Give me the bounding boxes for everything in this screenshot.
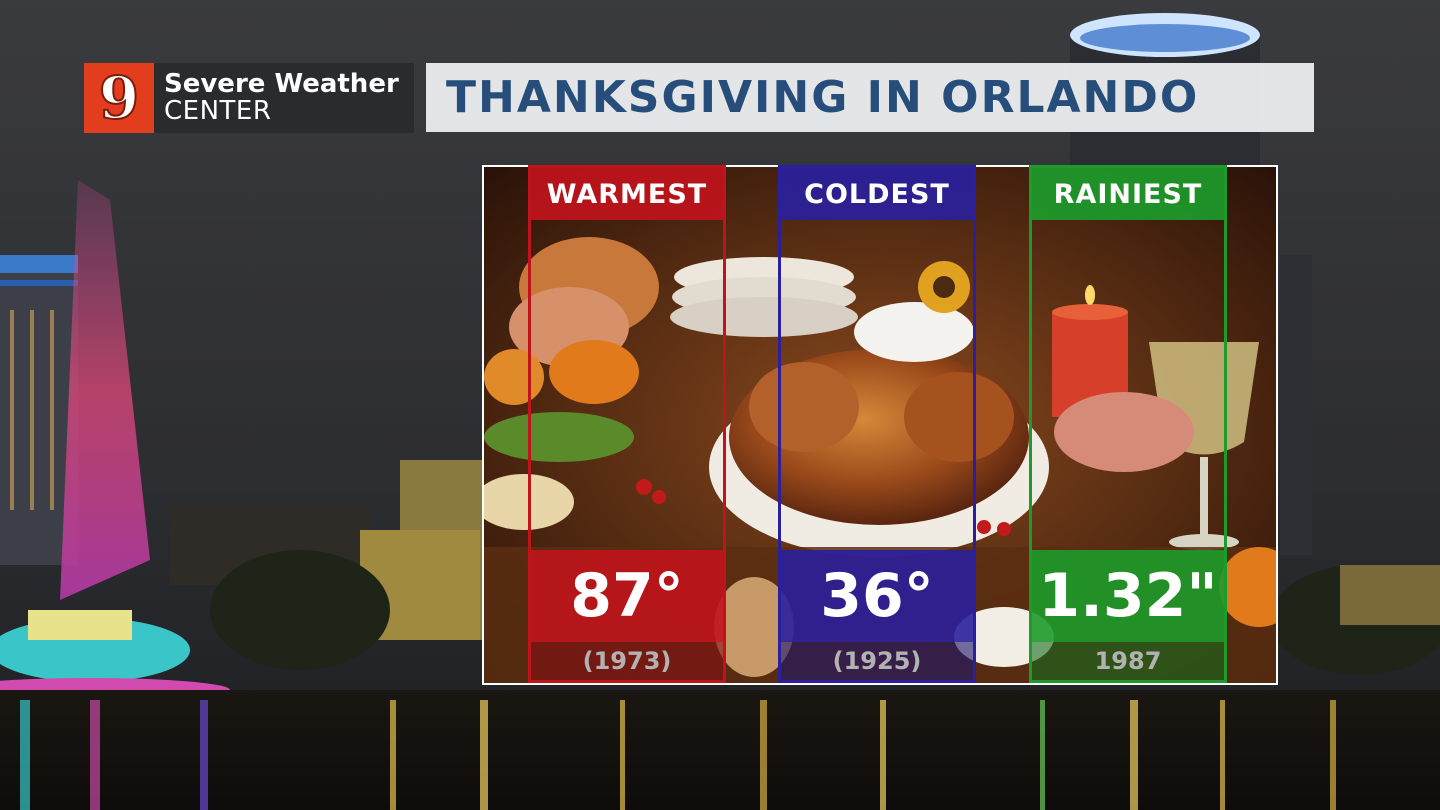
warmest-record-card: WARMEST 87° (1973) bbox=[528, 165, 726, 683]
title-bar: THANKSGIVING IN ORLANDO bbox=[426, 63, 1314, 132]
rainiest-year: 1987 bbox=[1032, 642, 1224, 680]
logo-wordmark: Severe Weather CENTER bbox=[164, 68, 399, 126]
rainiest-label: RAINIEST bbox=[1032, 168, 1224, 220]
rainiest-amount: 1.32" bbox=[1032, 550, 1224, 642]
coldest-label: COLDEST bbox=[781, 168, 973, 220]
logo-line-1: Severe Weather bbox=[164, 68, 399, 99]
warmest-label: WARMEST bbox=[531, 168, 723, 220]
logo-line-2: CENTER bbox=[164, 96, 272, 126]
station-logo: 9 Severe Weather CENTER bbox=[84, 63, 414, 133]
coldest-record-card: COLDEST 36° (1925) bbox=[778, 165, 976, 683]
rainiest-record-card: RAINIEST 1.32" 1987 bbox=[1029, 165, 1227, 683]
warmest-year: (1973) bbox=[531, 642, 723, 680]
page-title: THANKSGIVING IN ORLANDO bbox=[446, 72, 1200, 123]
warmest-temperature: 87° bbox=[531, 550, 723, 642]
logo-number: 9 bbox=[98, 64, 140, 132]
coldest-year: (1925) bbox=[781, 642, 973, 680]
coldest-temperature: 36° bbox=[781, 550, 973, 642]
channel-nine-logo: 9 bbox=[84, 63, 154, 133]
